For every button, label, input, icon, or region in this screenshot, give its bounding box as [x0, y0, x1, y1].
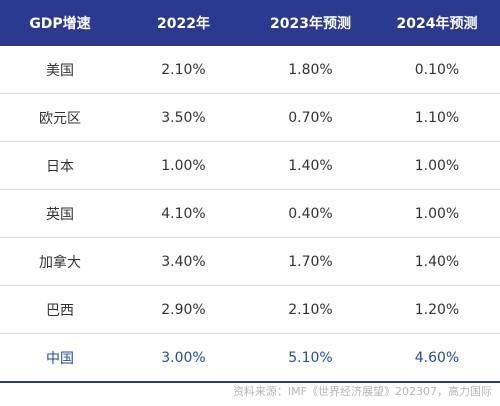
value-2024-cell: 4.60% — [414, 349, 460, 366]
value-2022-cell: 3.00% — [161, 349, 206, 366]
value-2023-cell: 1.70% — [288, 253, 333, 270]
value-2024-cell: 1.10% — [414, 109, 460, 126]
region-cell: 中国 — [46, 350, 74, 367]
header-2023-forecast: 2023年预测 — [270, 16, 351, 32]
region-cell: 英国 — [46, 206, 74, 223]
value-2024-cell: 1.00% — [414, 205, 460, 222]
value-2024-cell: 1.00% — [414, 157, 460, 174]
header-2024-forecast: 2024年预测 — [396, 16, 478, 32]
value-2023-cell: 0.70% — [288, 109, 333, 126]
value-2022-cell: 3.50% — [161, 109, 206, 126]
value-2023-cell: 1.80% — [288, 61, 333, 78]
table-row: 欧元区 3.50% 0.70% 1.10% — [0, 94, 500, 142]
value-2022-cell: 3.40% — [161, 253, 206, 270]
value-2024-cell: 0.10% — [414, 61, 460, 78]
table-row: 日本 1.00% 1.40% 1.00% — [0, 142, 500, 190]
table-row-highlighted: 中国 3.00% 5.10% 4.60% — [0, 334, 500, 383]
value-2022-cell: 2.10% — [161, 61, 206, 78]
value-2023-cell: 1.40% — [288, 157, 333, 174]
table-row: 巴西 2.90% 2.10% 1.20% — [0, 286, 500, 334]
table-row: 英国 4.10% 0.40% 1.00% — [0, 190, 500, 238]
header-gdp-growth: GDP增速 — [29, 16, 91, 32]
region-cell: 欧元区 — [39, 110, 81, 127]
header-2022: 2022年 — [157, 16, 210, 32]
region-cell: 巴西 — [46, 302, 74, 319]
region-cell: 日本 — [46, 158, 74, 175]
value-2024-cell: 1.20% — [414, 301, 460, 318]
value-2024-cell: 1.40% — [414, 253, 460, 270]
gdp-growth-table: GDP增速 2022年 2023年预测 2024年预测 美国 2.10% 1.8… — [0, 0, 500, 383]
value-2022-cell: 4.10% — [161, 205, 206, 222]
value-2022-cell: 1.00% — [161, 157, 206, 174]
table-header: GDP增速 2022年 2023年预测 2024年预测 — [0, 0, 500, 46]
table-row: 加拿大 3.40% 1.70% 1.40% — [0, 238, 500, 286]
region-cell: 加拿大 — [39, 254, 81, 271]
source-note: 资料来源：IMF《世界经济展望》202307，高力国际 — [232, 385, 492, 398]
value-2023-cell: 0.40% — [288, 205, 333, 222]
region-cell: 美国 — [46, 62, 74, 79]
table-row: 美国 2.10% 1.80% 0.10% — [0, 46, 500, 94]
value-2022-cell: 2.90% — [161, 301, 206, 318]
value-2023-cell: 5.10% — [288, 349, 333, 366]
value-2023-cell: 2.10% — [288, 301, 333, 318]
